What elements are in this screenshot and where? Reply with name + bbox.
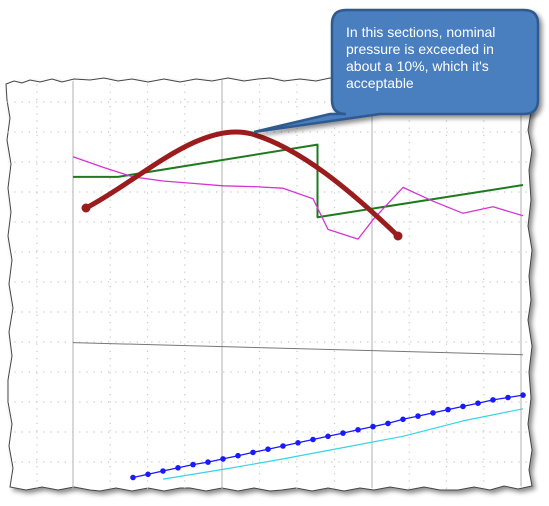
series-3-marker-13	[325, 433, 331, 440]
series-3-marker-19	[415, 413, 421, 419]
series-3-marker-7	[235, 452, 241, 459]
series-3-marker-15	[355, 427, 361, 433]
arrow-end-dot	[393, 231, 403, 241]
series-3-marker-1	[145, 471, 151, 478]
series-3-marker-0	[130, 474, 136, 481]
series-3-marker-12	[310, 436, 316, 443]
series-line-1	[72, 156, 524, 240]
series-3-marker-8	[250, 449, 256, 456]
annotation-arrow	[83, 129, 401, 239]
series-3-marker-22	[460, 403, 466, 410]
series-3-marker-16	[370, 423, 376, 430]
callout-annotation-text: In this sections, nominal pressure is ex…	[346, 24, 496, 91]
plot-area-background	[5, 75, 533, 492]
series-3-marker-25	[505, 394, 511, 401]
series-3-marker-2	[160, 468, 166, 474]
callout-bubble	[253, 8, 540, 134]
series-3-marker-3	[175, 465, 181, 471]
series-3-marker-5	[205, 459, 211, 465]
series-3-marker-9	[265, 446, 271, 453]
series-line-2	[72, 342, 524, 356]
series-3-marker-24	[490, 397, 496, 403]
series-3-marker-14	[340, 430, 346, 436]
series-3-marker-17	[385, 420, 391, 427]
series-3-marker-21	[445, 406, 451, 413]
series-3-marker-10	[280, 443, 286, 449]
series-layer	[72, 143, 526, 481]
series-line-4	[162, 408, 524, 480]
series-3-marker-26	[520, 392, 526, 398]
series-3-marker-23	[475, 400, 481, 407]
arrow-start-dot	[81, 203, 91, 213]
series-3-marker-6	[220, 456, 226, 462]
series-3-marker-4	[190, 461, 196, 468]
series-3-marker-11	[295, 440, 301, 446]
series-3-marker-18	[400, 416, 406, 423]
series-3-marker-20	[430, 410, 436, 416]
